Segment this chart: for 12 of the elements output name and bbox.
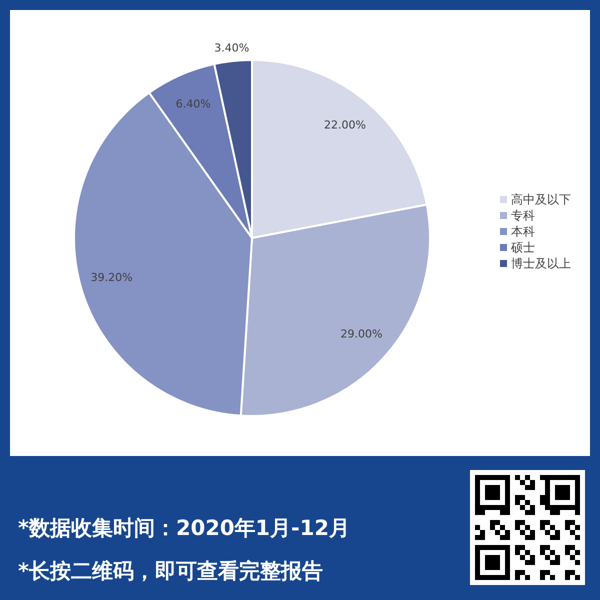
- data-label: 39.20%: [90, 270, 133, 284]
- data-label: 3.40%: [214, 42, 250, 55]
- data-label: 29.00%: [340, 328, 382, 341]
- legend-label: 博士及以上: [511, 256, 571, 270]
- legend-label: 本科: [511, 224, 535, 238]
- text: *数据收集时间：2020年1月-12月: [18, 516, 350, 540]
- text: *长按二维码，即可查看完整报告: [18, 559, 323, 583]
- legend-label: 硕士: [510, 240, 535, 254]
- legend-label: 专科: [511, 208, 535, 222]
- data-label: 22.00%: [324, 118, 366, 132]
- data-label: 6.40%: [176, 97, 211, 110]
- legend-label: 高中及以下: [511, 192, 571, 206]
